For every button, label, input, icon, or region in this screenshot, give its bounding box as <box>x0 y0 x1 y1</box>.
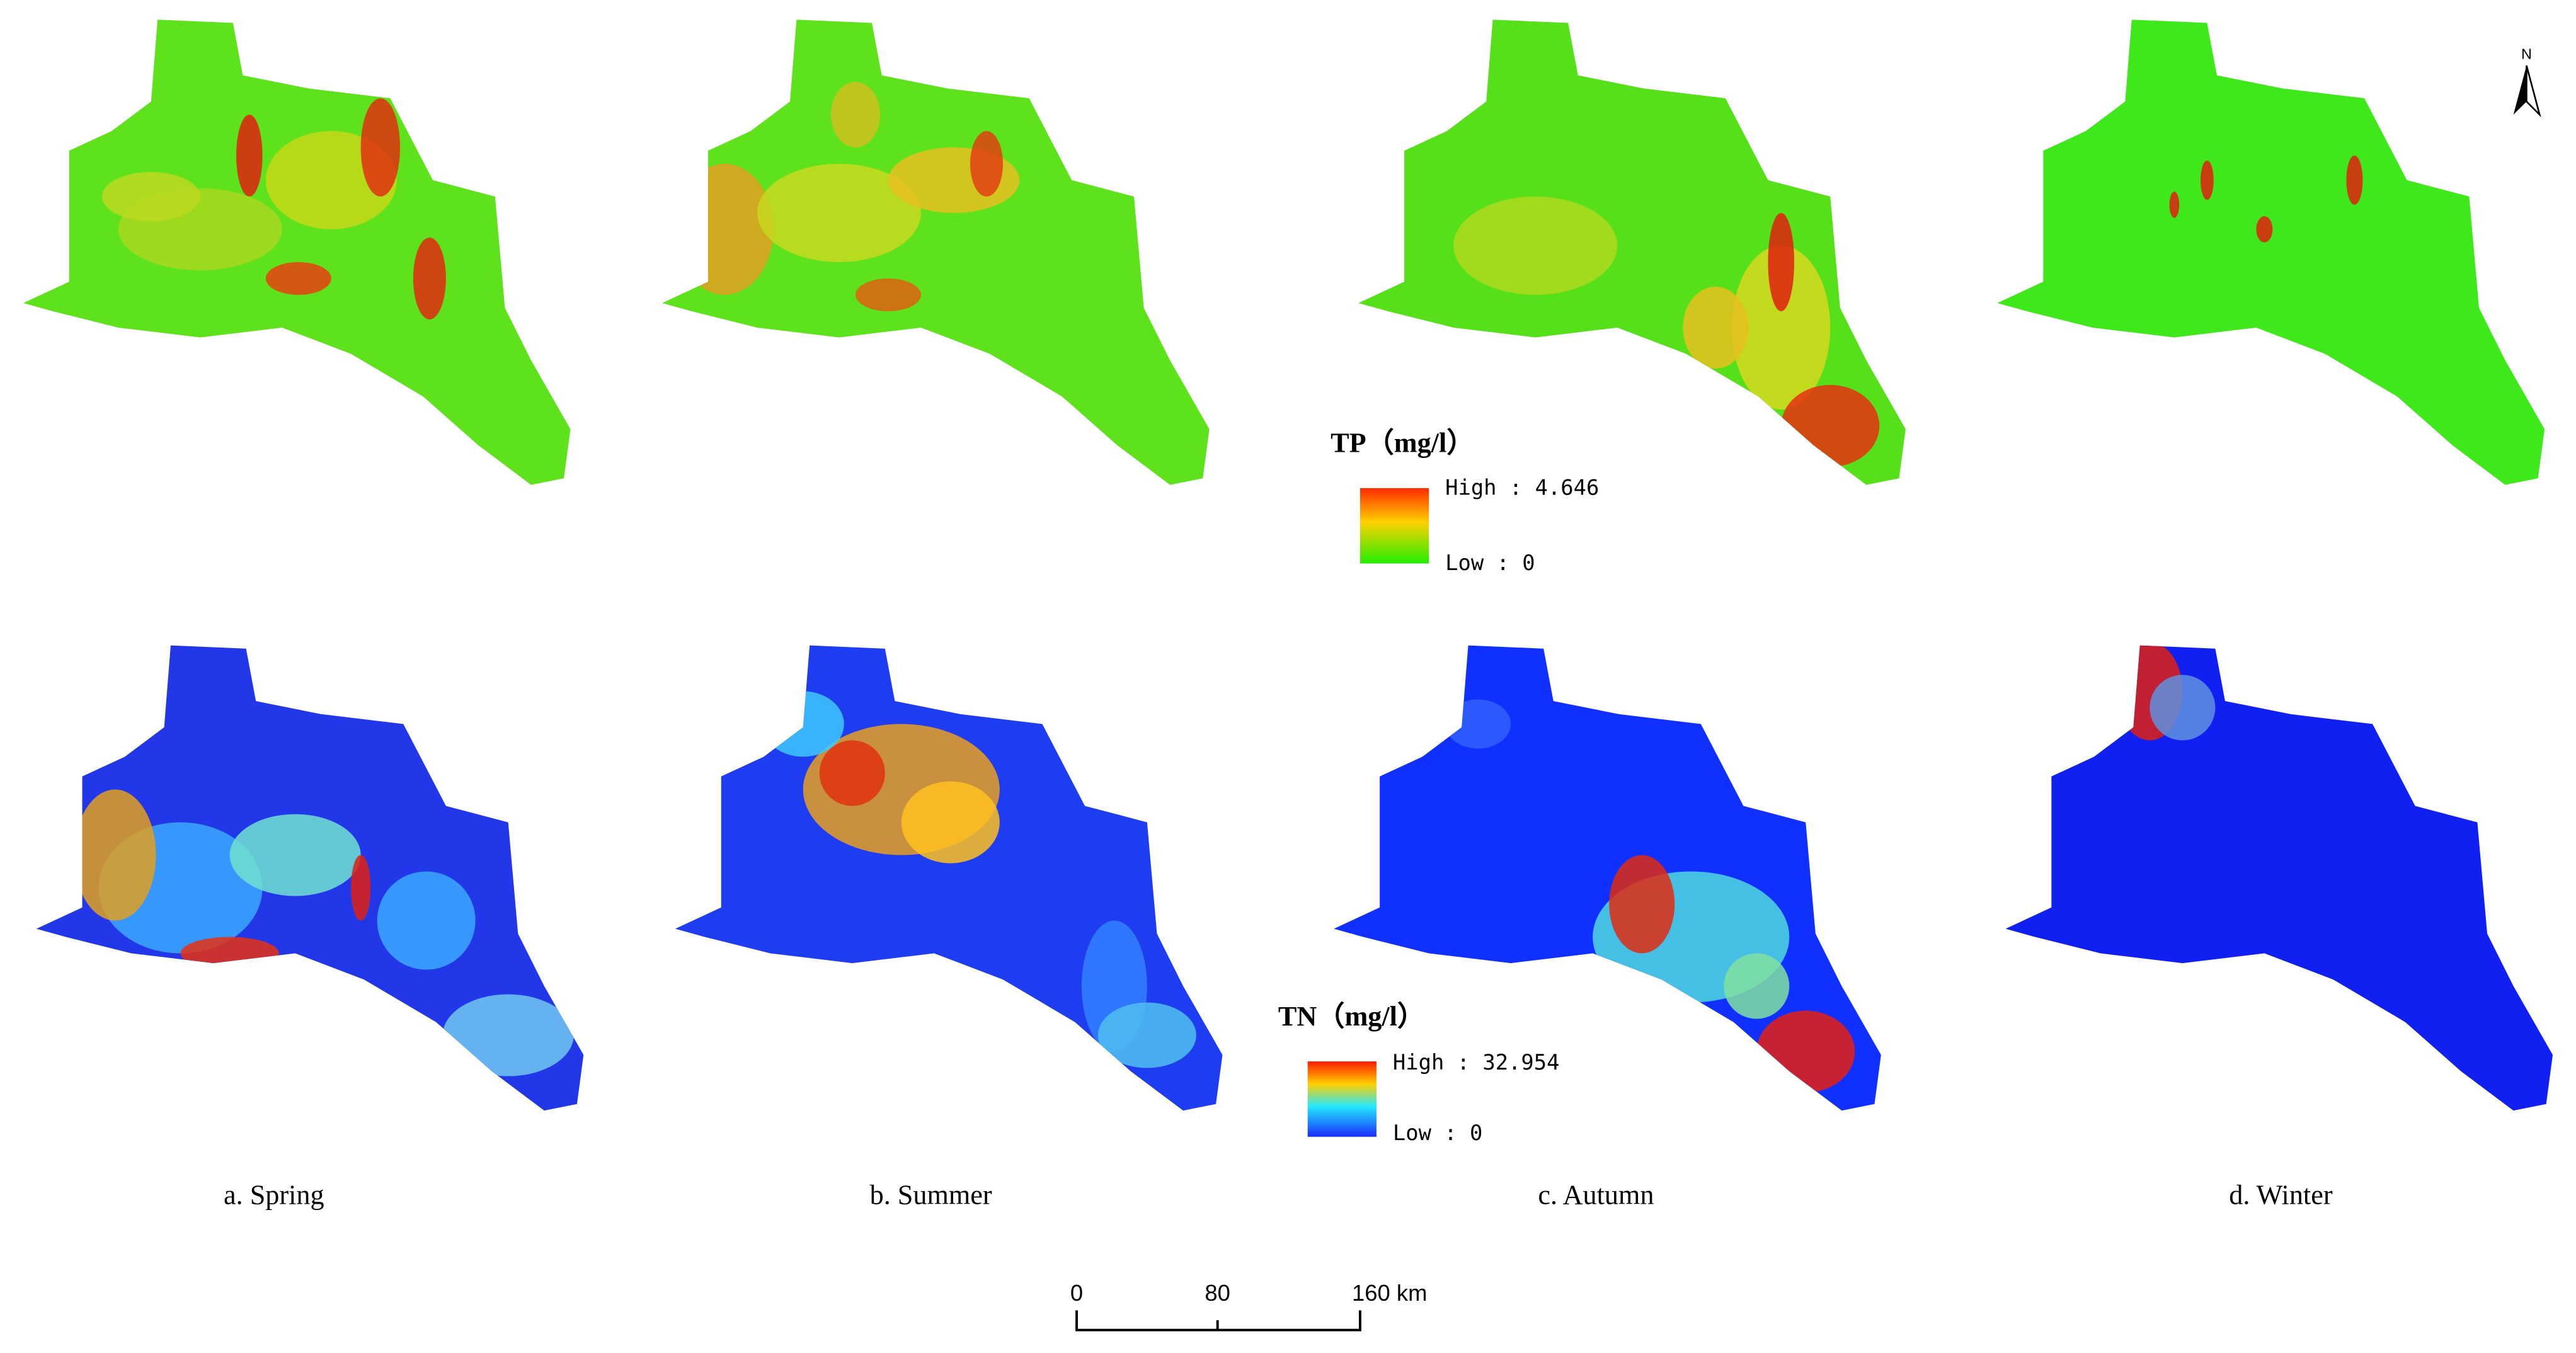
map-surface <box>2005 645 2553 1111</box>
map-panel <box>1997 20 2545 485</box>
map-panel <box>23 20 571 485</box>
map-surface <box>36 645 584 1111</box>
map-patch <box>757 164 921 263</box>
north-arrow <box>2513 66 2527 115</box>
map-patch <box>762 691 844 757</box>
legend-title: TN（mg/l） <box>1278 1001 1425 1032</box>
map-patch <box>901 781 1000 864</box>
caption: b. Summer <box>870 1179 992 1210</box>
map-patch <box>74 789 156 921</box>
map-patch <box>1609 855 1675 954</box>
map-panel <box>36 645 584 1111</box>
map-patch <box>1768 213 1795 312</box>
scale-bar <box>1075 1310 1361 1332</box>
map-patch <box>855 278 921 312</box>
caption: c. Autumn <box>1538 1179 1654 1210</box>
map-patch <box>236 115 263 197</box>
map-patch <box>265 262 331 295</box>
map-patch <box>377 871 476 970</box>
legend-ramp <box>1360 488 1429 564</box>
map-patch <box>2200 160 2214 200</box>
north-arrow <box>2526 65 2541 118</box>
map-patch <box>1756 1010 1855 1093</box>
map-base <box>2005 645 2553 1111</box>
scale-label: 0 <box>1070 1280 1083 1306</box>
scale-label: 80 <box>1205 1280 1230 1306</box>
map-surface <box>675 645 1223 1111</box>
map-patch <box>830 82 880 148</box>
map-patch <box>2346 156 2363 205</box>
legend-ramp <box>1307 1061 1377 1137</box>
caption: a. Spring <box>224 1179 324 1210</box>
map-patch <box>1445 699 1511 749</box>
legend-low: Low : 0 <box>1393 1121 1482 1145</box>
map-patch <box>1781 385 1880 467</box>
map-patch <box>360 98 401 197</box>
legend-low: Low : 0 <box>1445 551 1535 575</box>
map-patch <box>229 814 361 896</box>
map-patch <box>819 740 885 806</box>
map-patch <box>101 172 200 222</box>
map-panel <box>662 20 1210 485</box>
map-patch <box>2169 191 2180 218</box>
map-patch <box>351 855 371 921</box>
map-patch <box>2150 675 2216 741</box>
map-patch <box>1453 197 1618 295</box>
map-patch <box>1683 287 1749 369</box>
map-surface <box>23 20 571 485</box>
north-label: N <box>2521 46 2532 62</box>
map-base <box>1997 20 2545 485</box>
map-patch <box>442 994 574 1076</box>
legend-high: High : 32.954 <box>1393 1050 1560 1075</box>
map-panel <box>2005 645 2553 1111</box>
map-base <box>23 20 571 485</box>
map-panel <box>675 645 1223 1111</box>
caption: d. Winter <box>2229 1179 2333 1210</box>
scale-label: 160 km <box>1352 1280 1427 1306</box>
map-patch <box>1724 953 1790 1019</box>
map-patch <box>675 164 774 295</box>
legend-high: High : 4.646 <box>1445 475 1599 500</box>
map-patch <box>413 237 446 320</box>
map-patch <box>1097 1002 1196 1068</box>
legend-title: TP（mg/l） <box>1331 428 1474 459</box>
map-patch <box>970 131 1004 197</box>
map-surface <box>1997 20 2545 485</box>
map-surface <box>662 20 1210 485</box>
maps <box>23 20 2553 1111</box>
map-patch <box>180 937 279 970</box>
map-patch <box>1732 246 1831 410</box>
map-patch <box>2256 216 2273 243</box>
